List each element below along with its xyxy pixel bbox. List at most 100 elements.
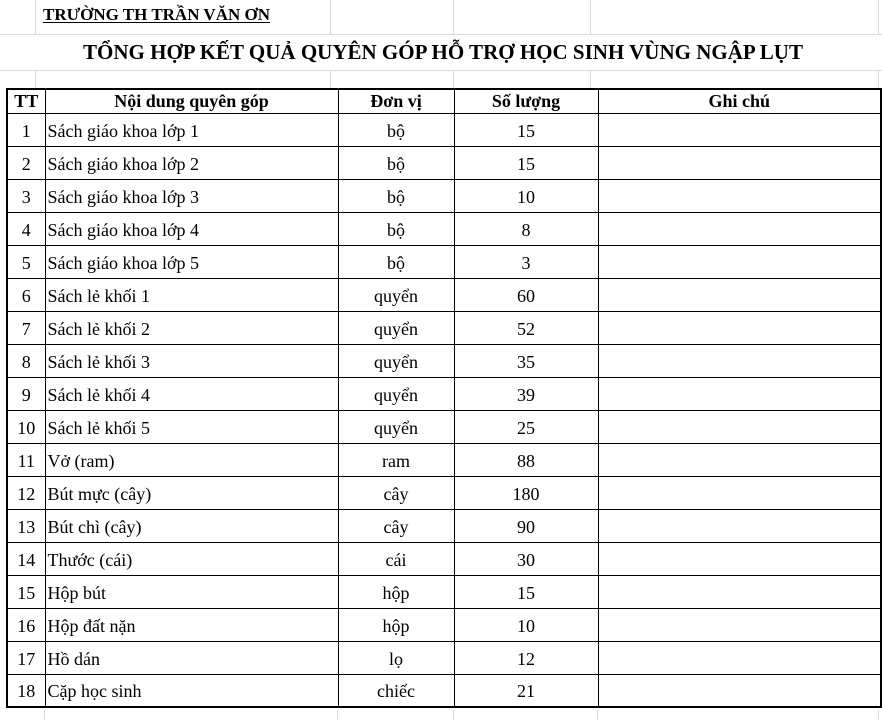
cell-noi-dung[interactable]: Bút mực (cây) (44, 475, 339, 510)
cell-don-vi[interactable]: cái (337, 541, 455, 576)
cell-tt[interactable]: 12 (6, 475, 46, 510)
cell-ghi-chu[interactable] (597, 145, 882, 180)
cell-ghi-chu[interactable] (597, 607, 882, 642)
gridline (878, 710, 879, 720)
cell-so-luong[interactable]: 52 (453, 310, 599, 345)
cell-don-vi[interactable]: quyển (337, 376, 455, 411)
cell-noi-dung[interactable]: Sách lẻ khối 3 (44, 343, 339, 378)
cell-noi-dung[interactable]: Hộp bút (44, 574, 339, 609)
cell-noi-dung[interactable]: Sách giáo khoa lớp 5 (44, 244, 339, 279)
cell-don-vi[interactable]: hộp (337, 574, 455, 609)
cell-so-luong[interactable]: 30 (453, 541, 599, 576)
col-header-tt[interactable]: TT (6, 88, 46, 114)
cell-so-luong[interactable]: 21 (453, 673, 599, 708)
cell-tt[interactable]: 5 (6, 244, 46, 279)
cell-don-vi[interactable]: bộ (337, 178, 455, 213)
cell-so-luong[interactable]: 15 (453, 112, 599, 147)
cell-don-vi[interactable]: cây (337, 475, 455, 510)
cell-noi-dung[interactable]: Sách giáo khoa lớp 4 (44, 211, 339, 246)
cell-don-vi[interactable]: quyển (337, 277, 455, 312)
cell-don-vi[interactable]: hộp (337, 607, 455, 642)
cell-tt[interactable]: 9 (6, 376, 46, 411)
cell-don-vi[interactable]: cây (337, 508, 455, 543)
cell-noi-dung[interactable]: Vở (ram) (44, 442, 339, 477)
cell-tt[interactable]: 13 (6, 508, 46, 543)
cell-don-vi[interactable]: lọ (337, 640, 455, 675)
cell-ghi-chu[interactable] (597, 211, 882, 246)
cell-ghi-chu[interactable] (597, 178, 882, 213)
cell-ghi-chu[interactable] (597, 673, 882, 708)
cell-so-luong[interactable]: 88 (453, 442, 599, 477)
cell-so-luong[interactable]: 15 (453, 574, 599, 609)
school-name[interactable]: TRƯỜNG TH TRẦN VĂN ƠN (43, 5, 271, 24)
cell-so-luong[interactable]: 10 (453, 607, 599, 642)
cell-ghi-chu[interactable] (597, 277, 882, 312)
cell-tt[interactable]: 3 (6, 178, 46, 213)
cell-tt[interactable]: 1 (6, 112, 46, 147)
cell-tt[interactable]: 10 (6, 409, 46, 444)
cell-don-vi[interactable]: bộ (337, 244, 455, 279)
cell-noi-dung[interactable]: Sách giáo khoa lớp 3 (44, 178, 339, 213)
col-header-noi-dung[interactable]: Nội dung quyên góp (44, 88, 339, 114)
cell-don-vi[interactable]: quyển (337, 343, 455, 378)
cell-noi-dung[interactable]: Sách giáo khoa lớp 2 (44, 145, 339, 180)
table-header-row: TT Nội dung quyên góp Đơn vị Số lượng Gh… (6, 88, 882, 114)
cell-tt[interactable]: 7 (6, 310, 46, 345)
cell-so-luong[interactable]: 12 (453, 640, 599, 675)
cell-so-luong[interactable]: 8 (453, 211, 599, 246)
cell-noi-dung[interactable]: Sách lẻ khối 5 (44, 409, 339, 444)
col-header-don-vi[interactable]: Đơn vị (337, 88, 455, 114)
cell-so-luong[interactable]: 35 (453, 343, 599, 378)
cell-ghi-chu[interactable] (597, 475, 882, 510)
cell-tt[interactable]: 8 (6, 343, 46, 378)
cell-ghi-chu[interactable] (597, 640, 882, 675)
cell-don-vi[interactable]: bộ (337, 145, 455, 180)
cell-tt[interactable]: 17 (6, 640, 46, 675)
cell-tt[interactable]: 18 (6, 673, 46, 708)
cell-don-vi[interactable]: chiếc (337, 673, 455, 708)
cell-ghi-chu[interactable] (597, 508, 882, 543)
cell-tt[interactable]: 15 (6, 574, 46, 609)
cell-ghi-chu[interactable] (597, 409, 882, 444)
cell-don-vi[interactable]: ram (337, 442, 455, 477)
cell-don-vi[interactable]: quyển (337, 409, 455, 444)
cell-noi-dung[interactable]: Hồ dán (44, 640, 339, 675)
cell-don-vi[interactable]: bộ (337, 112, 455, 147)
cell-so-luong[interactable]: 39 (453, 376, 599, 411)
cell-tt[interactable]: 2 (6, 145, 46, 180)
cell-noi-dung[interactable]: Hộp đất nặn (44, 607, 339, 642)
cell-so-luong[interactable]: 25 (453, 409, 599, 444)
cell-so-luong[interactable]: 3 (453, 244, 599, 279)
cell-noi-dung[interactable]: Cặp học sinh (44, 673, 339, 708)
table-row: 12 Bút mực (cây) cây 180 (6, 475, 882, 510)
cell-so-luong[interactable]: 15 (453, 145, 599, 180)
cell-don-vi[interactable]: bộ (337, 211, 455, 246)
report-title[interactable]: TỔNG HỢP KẾT QUẢ QUYÊN GÓP HỖ TRỢ HỌC SI… (83, 40, 803, 64)
cell-ghi-chu[interactable] (597, 442, 882, 477)
cell-noi-dung[interactable]: Thước (cái) (44, 541, 339, 576)
cell-don-vi[interactable]: quyển (337, 310, 455, 345)
cell-ghi-chu[interactable] (597, 244, 882, 279)
cell-tt[interactable]: 6 (6, 277, 46, 312)
cell-so-luong[interactable]: 10 (453, 178, 599, 213)
cell-ghi-chu[interactable] (597, 112, 882, 147)
cell-noi-dung[interactable]: Sách lẻ khối 2 (44, 310, 339, 345)
cell-so-luong[interactable]: 60 (453, 277, 599, 312)
col-header-ghi-chu[interactable]: Ghi chú (597, 88, 882, 114)
cell-tt[interactable]: 16 (6, 607, 46, 642)
cell-ghi-chu[interactable] (597, 310, 882, 345)
cell-noi-dung[interactable]: Sách giáo khoa lớp 1 (44, 112, 339, 147)
col-header-so-luong[interactable]: Số lượng (453, 88, 599, 114)
cell-ghi-chu[interactable] (597, 376, 882, 411)
cell-ghi-chu[interactable] (597, 343, 882, 378)
cell-tt[interactable]: 4 (6, 211, 46, 246)
cell-so-luong[interactable]: 90 (453, 508, 599, 543)
cell-so-luong[interactable]: 180 (453, 475, 599, 510)
cell-noi-dung[interactable]: Sách lẻ khối 4 (44, 376, 339, 411)
cell-ghi-chu[interactable] (597, 574, 882, 609)
cell-tt[interactable]: 11 (6, 442, 46, 477)
cell-ghi-chu[interactable] (597, 541, 882, 576)
cell-tt[interactable]: 14 (6, 541, 46, 576)
cell-noi-dung[interactable]: Bút chì (cây) (44, 508, 339, 543)
cell-noi-dung[interactable]: Sách lẻ khối 1 (44, 277, 339, 312)
